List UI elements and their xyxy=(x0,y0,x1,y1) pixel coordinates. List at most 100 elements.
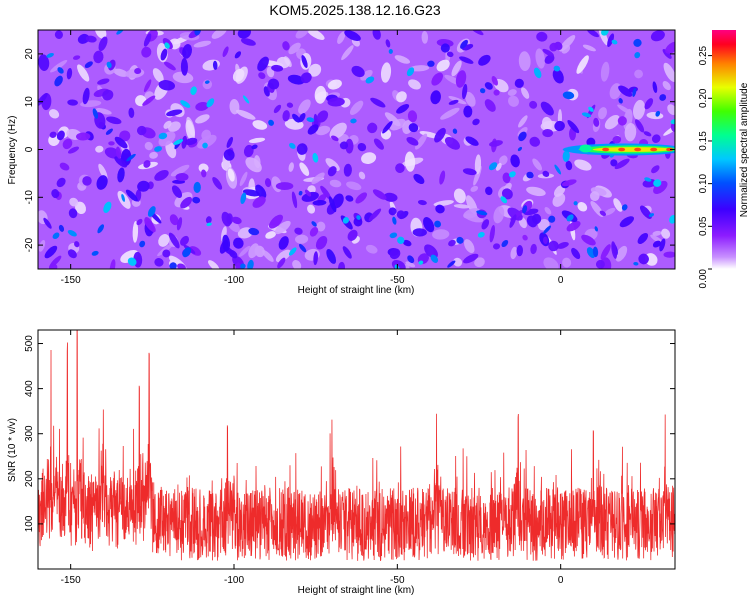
heatmap-cell xyxy=(237,30,251,39)
heatmap-cell xyxy=(331,135,339,142)
heatmap-cell xyxy=(212,60,218,70)
heatmap-cell xyxy=(180,58,188,76)
heatmap-cell xyxy=(311,172,325,185)
heatmap-cell xyxy=(440,43,450,53)
snr-frame xyxy=(37,329,676,570)
heatmap-cell xyxy=(296,143,308,155)
heatmap-cell xyxy=(309,227,319,237)
heatmap-cell xyxy=(662,80,671,91)
snr-y-tick-label: 300 xyxy=(24,425,35,442)
heatmap-cell xyxy=(103,201,112,213)
heatmap-cell xyxy=(66,67,73,80)
heatmap-cell xyxy=(240,38,256,46)
heatmap-cell xyxy=(526,215,538,228)
heatmap-cell xyxy=(544,54,555,64)
peak-feature-max xyxy=(618,147,626,152)
heatmap-cell xyxy=(114,156,127,168)
heatmap-cell xyxy=(530,243,537,255)
heatmap-cell xyxy=(164,61,176,71)
heatmap-cell xyxy=(91,250,99,256)
heatmap-cell xyxy=(152,68,164,83)
heatmap-cell xyxy=(59,162,70,171)
heatmap-cell xyxy=(307,204,316,214)
heatmap-cell xyxy=(137,180,150,192)
heatmap-cell xyxy=(476,210,488,216)
heatmap-cell xyxy=(52,232,60,240)
heatmap-cell xyxy=(298,190,303,196)
heatmap-cell xyxy=(48,109,60,119)
heatmap-cell xyxy=(201,129,212,141)
snr-x-axis-label: Height of straight line (km) xyxy=(298,585,415,596)
heatmap-cell xyxy=(392,216,397,225)
heatmap-cell xyxy=(157,242,175,257)
heatmap-cell xyxy=(431,72,444,86)
heatmap-cell xyxy=(484,82,493,90)
heatmap-cell xyxy=(316,221,326,232)
heatmap-cell xyxy=(128,107,135,119)
heatmap-cell xyxy=(665,41,675,54)
heatmap-cell xyxy=(276,56,290,69)
heatmap-cell xyxy=(168,232,180,249)
heatmap-cell xyxy=(77,33,90,44)
heatmap-cell xyxy=(461,83,468,100)
heatmap-cell xyxy=(320,185,331,200)
heatmap-cell xyxy=(201,169,207,178)
heatmap-cell xyxy=(313,251,318,266)
heatmap-cell xyxy=(275,182,294,191)
heatmap-cell xyxy=(184,137,198,146)
heatmap-cell xyxy=(571,247,581,260)
heatmap-cell xyxy=(288,42,301,55)
heatmap-cell xyxy=(593,117,600,127)
heatmap-cell xyxy=(190,86,197,96)
heatmap-cell xyxy=(388,207,397,216)
heatmap-cell xyxy=(670,119,675,125)
heatmap-x-ticks: -150 -100 -50 0 xyxy=(61,30,564,286)
heatmap-cell xyxy=(409,65,430,72)
heatmap-cell xyxy=(240,263,246,269)
heatmap-cell xyxy=(439,170,446,185)
heatmap-cell xyxy=(56,177,66,188)
heatmap-cell xyxy=(315,125,331,136)
heatmap-cell xyxy=(448,239,456,247)
heatmap-cell xyxy=(126,153,136,162)
heatmap-cell xyxy=(574,159,592,171)
heatmap-cell xyxy=(353,217,363,227)
heatmap-cell xyxy=(143,160,151,168)
heatmap-cell xyxy=(611,39,618,45)
heatmap-cell xyxy=(351,65,365,78)
heatmap-cell xyxy=(650,30,665,42)
heatmap-cell xyxy=(74,241,80,248)
heatmap-cell xyxy=(97,224,105,234)
heatmap-cell xyxy=(231,216,242,225)
heatmap-cell xyxy=(517,146,523,152)
heatmap-cell xyxy=(614,158,630,170)
heatmap-cell xyxy=(248,137,266,143)
heatmap-cell xyxy=(154,169,169,181)
heatmap-cell xyxy=(472,118,480,126)
heatmap-cell xyxy=(456,236,464,244)
heatmap-cell xyxy=(92,108,99,119)
heatmap-cell xyxy=(589,191,600,202)
heatmap-cell xyxy=(389,232,398,239)
heatmap-cell xyxy=(480,88,486,94)
heatmap-cell xyxy=(248,227,260,236)
heatmap-cell xyxy=(85,35,97,43)
heatmap-cell xyxy=(132,221,139,243)
heatmap-cell xyxy=(365,244,378,254)
heatmap-cell xyxy=(204,80,210,84)
heatmap-cell xyxy=(43,217,52,229)
heatmap-cell xyxy=(592,246,599,258)
heatmap-cell xyxy=(544,207,552,215)
heatmap-cell xyxy=(361,152,377,164)
heatmap-cell xyxy=(670,122,675,132)
heatmap-cell xyxy=(327,97,345,107)
heatmap-cell xyxy=(162,249,171,258)
heatmap-cell xyxy=(242,189,260,197)
heatmap-cell xyxy=(526,171,534,179)
heatmap-cell xyxy=(553,185,566,197)
heatmap-cell xyxy=(287,74,305,85)
heatmap-cell xyxy=(448,99,459,105)
heatmap-cell xyxy=(343,163,352,177)
heatmap-cell xyxy=(540,101,554,116)
